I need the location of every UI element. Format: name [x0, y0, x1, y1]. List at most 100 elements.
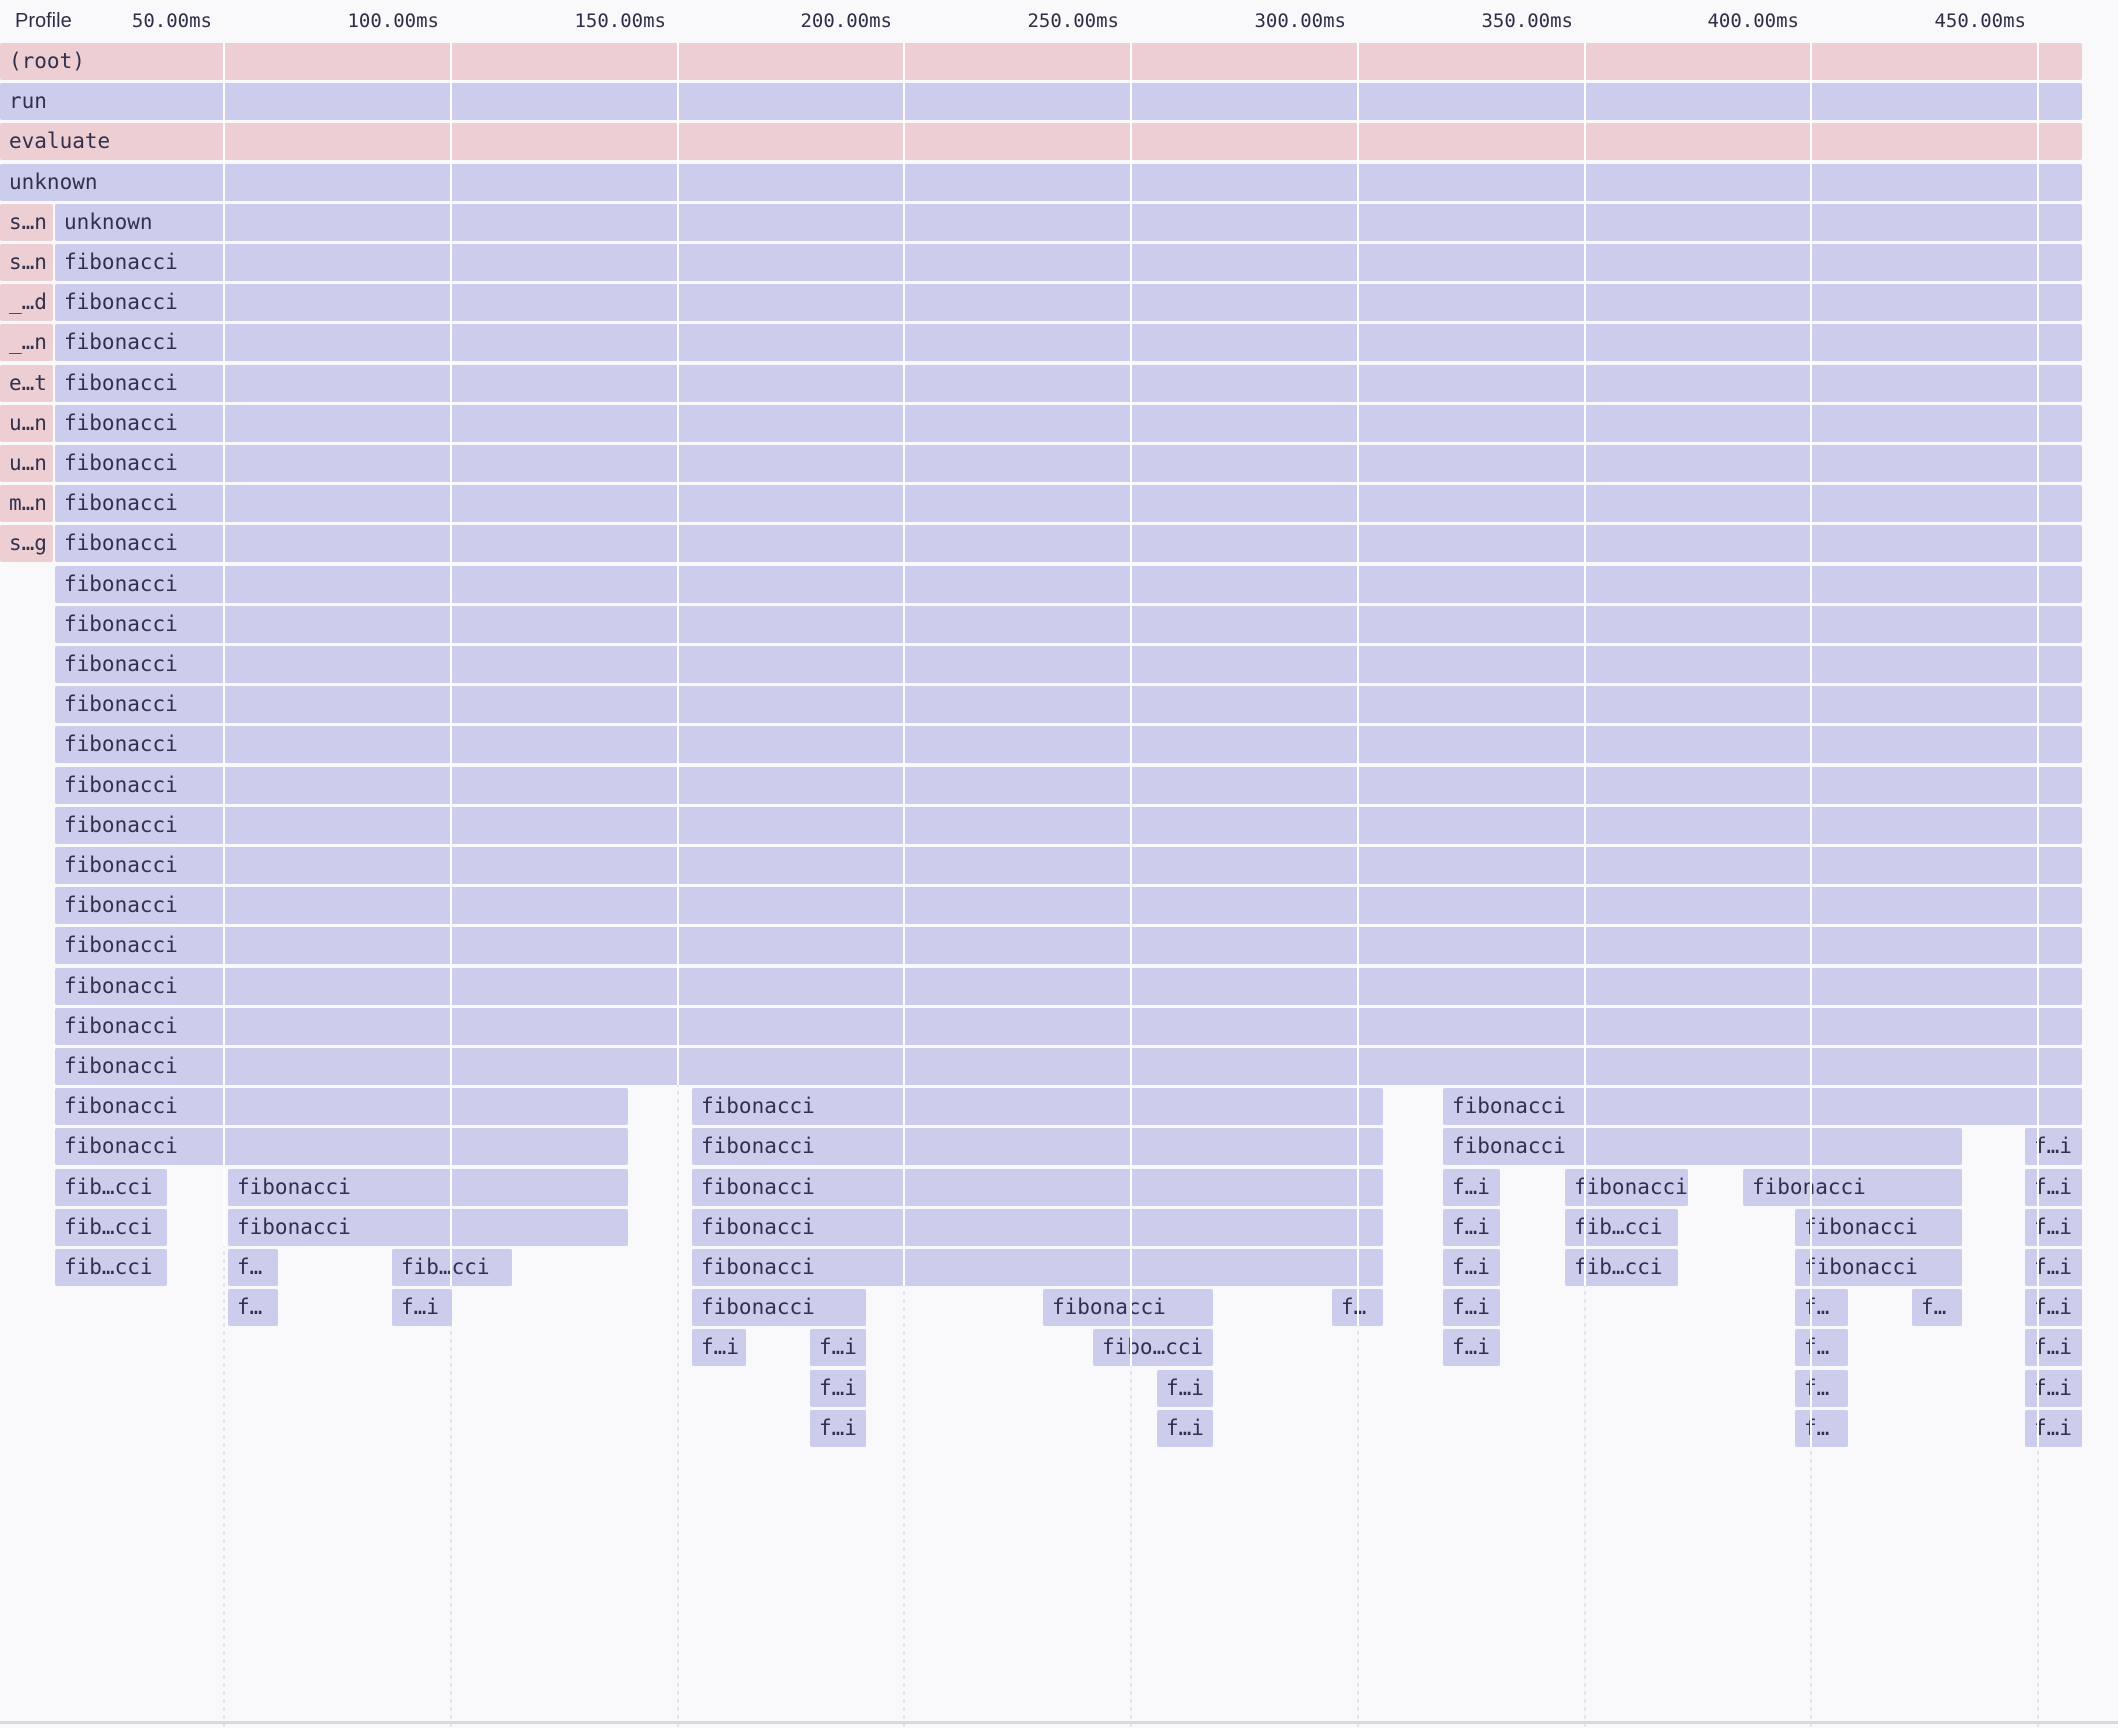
flame-frame[interactable]: fibonacci: [55, 525, 2082, 563]
flame-frame[interactable]: fibonacci: [55, 284, 2082, 322]
flame-frame[interactable]: f…i: [2025, 1409, 2082, 1447]
flame-frame[interactable]: f…i: [1157, 1369, 1213, 1407]
flame-frame[interactable]: s…n: [0, 244, 53, 281]
flame-frame[interactable]: fibonacci: [55, 887, 2082, 925]
flame-frame[interactable]: f…i: [1443, 1329, 1500, 1367]
flame-frame[interactable]: f…i: [810, 1329, 866, 1367]
flame-frame[interactable]: u…n: [0, 445, 53, 482]
flame-frame[interactable]: f…i: [2025, 1208, 2082, 1246]
flame-frame[interactable]: f…i: [810, 1409, 866, 1447]
flame-frame[interactable]: u…n: [0, 404, 53, 442]
flame-frame[interactable]: run: [0, 83, 2082, 121]
flame-frame[interactable]: f…i: [2025, 1168, 2082, 1206]
flame-frame[interactable]: f…i: [810, 1369, 866, 1407]
flame-frame[interactable]: fibonacci: [55, 646, 2082, 683]
flame-frame[interactable]: f…i: [1443, 1289, 1500, 1327]
flame-frame[interactable]: fibonacci: [55, 324, 2082, 362]
flame-frame[interactable]: f…i: [2025, 1128, 2082, 1166]
flame-frame[interactable]: fibonacci: [55, 485, 2082, 523]
flame-frame[interactable]: fibonacci: [55, 1048, 2082, 1085]
ruler-tick-label: 450.00ms: [1934, 10, 2026, 32]
flame-frame[interactable]: fibonacci: [1795, 1249, 1962, 1286]
flame-frame[interactable]: fibonacci: [692, 1088, 1383, 1126]
flame-frame[interactable]: f…: [228, 1289, 278, 1327]
flame-frame[interactable]: fib…cci: [55, 1208, 167, 1246]
flame-frame[interactable]: m…n: [0, 485, 53, 523]
ruler-tick-label: 200.00ms: [800, 10, 892, 32]
flame-frame[interactable]: fibonacci: [55, 686, 2082, 724]
flame-frame[interactable]: evaluate: [0, 123, 2082, 161]
flame-frame[interactable]: _…d: [0, 284, 53, 322]
flame-frame[interactable]: f…: [1795, 1369, 1848, 1407]
ruler-tick-label: 150.00ms: [574, 10, 666, 32]
flame-frame[interactable]: fibonacci: [55, 364, 2082, 402]
flame-frame[interactable]: f…i: [1157, 1409, 1213, 1447]
flame-frame[interactable]: fibo…cci: [1093, 1329, 1213, 1367]
flame-frame[interactable]: f…i: [1443, 1249, 1500, 1286]
flame-frame[interactable]: fibonacci: [228, 1168, 628, 1206]
flame-frame[interactable]: fibonacci: [55, 445, 2082, 482]
flame-frame[interactable]: f…i: [392, 1289, 452, 1327]
flame-frame[interactable]: fibonacci: [1443, 1088, 2082, 1126]
time-ruler: Profile 50.00ms 100.00ms 150.00ms 200.00ms 2…: [0, 0, 2118, 42]
flame-frame[interactable]: fib…cci: [1565, 1249, 1678, 1286]
ruler-tick-label: 250.00ms: [1027, 10, 1119, 32]
flame-frame[interactable]: fibonacci: [55, 927, 2082, 965]
flame-frame[interactable]: unknown: [0, 163, 2082, 201]
profile-title: Profile: [15, 10, 72, 32]
gridline-solid: [1584, 43, 1586, 1286]
ruler-tick-label: 50.00ms: [131, 10, 212, 32]
gridline-solid: [223, 43, 225, 1246]
flame-frame[interactable]: fibonacci: [55, 244, 2082, 281]
flame-frame[interactable]: fibonacci: [55, 806, 2082, 844]
flame-frame[interactable]: fibonacci: [692, 1168, 1383, 1206]
flame-frame[interactable]: fibonacci: [1795, 1208, 1962, 1246]
flame-frame[interactable]: fibonacci: [55, 404, 2082, 442]
flame-frame[interactable]: (root): [0, 43, 2082, 80]
flame-frame[interactable]: f…: [228, 1249, 278, 1286]
flame-frame[interactable]: _…n: [0, 324, 53, 362]
flame-frame[interactable]: e…t: [0, 364, 53, 402]
horizontal-scrollbar[interactable]: [0, 1721, 2118, 1724]
flame-frame[interactable]: fibonacci: [1743, 1168, 1962, 1206]
flame-frame[interactable]: fibonacci: [55, 1088, 628, 1126]
flame-frame[interactable]: unknown: [55, 203, 2082, 241]
gridline-solid: [450, 43, 452, 1286]
flame-frame[interactable]: fibonacci: [55, 1007, 2082, 1045]
gridline-solid: [2037, 43, 2039, 1447]
flame-frame[interactable]: f…i: [2025, 1289, 2082, 1327]
flame-frame[interactable]: fibonacci: [692, 1128, 1383, 1166]
flame-frame[interactable]: s…n: [0, 203, 53, 241]
flame-frame[interactable]: f…i: [1443, 1208, 1500, 1246]
flame-frame[interactable]: f…i: [2025, 1249, 2082, 1286]
flame-frame[interactable]: fibonacci: [55, 766, 2082, 804]
flame-frame[interactable]: s…g: [0, 525, 53, 563]
flame-frame[interactable]: fib…cci: [1565, 1208, 1678, 1246]
flame-frame[interactable]: fibonacci: [692, 1249, 1383, 1286]
flame-frame[interactable]: fibonacci: [55, 967, 2082, 1005]
flame-frame[interactable]: fibonacci: [692, 1208, 1383, 1246]
flame-frame[interactable]: f…: [1795, 1329, 1848, 1367]
flame-frame[interactable]: fib…cci: [55, 1168, 167, 1206]
flame-frame[interactable]: f…i: [2025, 1369, 2082, 1407]
flame-frame[interactable]: fibonacci: [55, 565, 2082, 603]
flame-frame[interactable]: fib…cci: [55, 1249, 167, 1286]
flame-frame[interactable]: f…i: [1443, 1168, 1500, 1206]
flame-frame[interactable]: fibonacci: [228, 1208, 628, 1246]
flame-frame[interactable]: fibonacci: [1443, 1128, 1962, 1166]
flame-frame[interactable]: f…i: [2025, 1329, 2082, 1367]
flame-frame[interactable]: fibonacci: [55, 1128, 628, 1166]
flame-frame[interactable]: f…: [1795, 1289, 1848, 1327]
flame-frame[interactable]: fib…cci: [392, 1249, 512, 1286]
ruler-tick-label: 400.00ms: [1707, 10, 1799, 32]
flame-frame[interactable]: fibonacci: [55, 847, 2082, 884]
flame-frame[interactable]: fibonacci: [1043, 1289, 1213, 1327]
flame-frame[interactable]: f…: [1912, 1289, 1962, 1327]
flame-frame[interactable]: fibonacci: [692, 1289, 866, 1327]
flame-frame[interactable]: fibonacci: [55, 605, 2082, 643]
gridline-solid: [1130, 43, 1132, 1367]
flame-frame[interactable]: f…: [1795, 1409, 1848, 1447]
flame-frame[interactable]: fibonacci: [55, 726, 2082, 764]
flame-frame[interactable]: f…i: [692, 1329, 746, 1367]
